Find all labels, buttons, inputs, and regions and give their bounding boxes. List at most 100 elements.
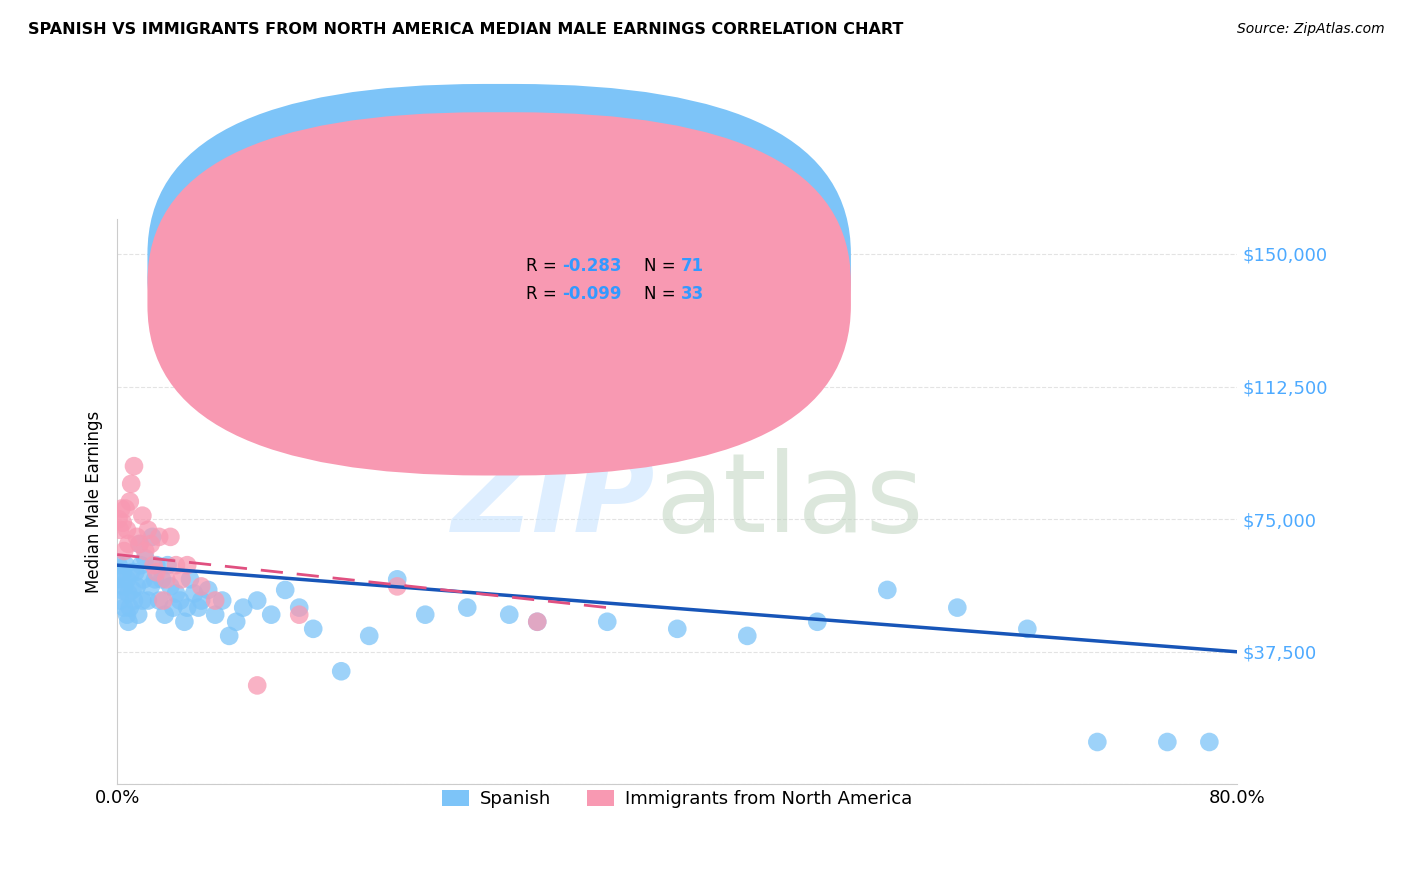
Point bbox=[302, 622, 325, 636]
Point bbox=[288, 600, 311, 615]
Point bbox=[115, 607, 138, 622]
Point bbox=[150, 572, 173, 586]
Point bbox=[134, 551, 156, 566]
Point bbox=[413, 607, 436, 622]
Point bbox=[179, 572, 201, 586]
Point bbox=[190, 579, 212, 593]
Point bbox=[152, 593, 174, 607]
FancyBboxPatch shape bbox=[470, 244, 745, 315]
Point bbox=[359, 629, 381, 643]
Point bbox=[107, 512, 129, 526]
Text: Source: ZipAtlas.com: Source: ZipAtlas.com bbox=[1237, 22, 1385, 37]
Point bbox=[139, 579, 162, 593]
Point bbox=[132, 572, 155, 586]
Text: N =: N = bbox=[644, 285, 681, 303]
Text: -0.099: -0.099 bbox=[562, 285, 621, 303]
Point bbox=[737, 629, 759, 643]
Point bbox=[127, 607, 149, 622]
Point bbox=[125, 530, 148, 544]
Point bbox=[156, 558, 179, 573]
Point bbox=[387, 579, 409, 593]
Point bbox=[136, 593, 159, 607]
Point bbox=[145, 558, 167, 573]
Point bbox=[112, 600, 135, 615]
Text: SPANISH VS IMMIGRANTS FROM NORTH AMERICA MEDIAN MALE EARNINGS CORRELATION CHART: SPANISH VS IMMIGRANTS FROM NORTH AMERICA… bbox=[28, 22, 904, 37]
Point bbox=[197, 582, 219, 597]
Point bbox=[288, 607, 311, 622]
Legend: Spanish, Immigrants from North America: Spanish, Immigrants from North America bbox=[434, 782, 920, 815]
Point bbox=[1017, 622, 1039, 636]
Point bbox=[115, 523, 138, 537]
Point bbox=[159, 530, 181, 544]
FancyBboxPatch shape bbox=[148, 112, 851, 475]
Point bbox=[128, 537, 150, 551]
Point bbox=[596, 615, 619, 629]
Text: ZIP: ZIP bbox=[451, 448, 655, 555]
Point bbox=[111, 566, 134, 580]
Point bbox=[142, 558, 165, 573]
Point bbox=[666, 622, 689, 636]
Point bbox=[111, 516, 134, 530]
Point bbox=[131, 593, 153, 607]
Point bbox=[173, 615, 195, 629]
Point bbox=[117, 586, 139, 600]
Point bbox=[946, 600, 969, 615]
Point bbox=[136, 523, 159, 537]
Point bbox=[162, 600, 184, 615]
Point bbox=[169, 593, 191, 607]
Point bbox=[107, 558, 129, 573]
Point bbox=[128, 537, 150, 551]
Point bbox=[1085, 735, 1108, 749]
Text: 33: 33 bbox=[681, 285, 704, 303]
Point bbox=[110, 501, 132, 516]
Point bbox=[498, 607, 520, 622]
Point bbox=[190, 593, 212, 607]
Point bbox=[125, 579, 148, 593]
Point bbox=[218, 629, 240, 643]
Point bbox=[121, 582, 143, 597]
Point bbox=[129, 558, 152, 573]
Point bbox=[176, 600, 198, 615]
Point bbox=[211, 593, 233, 607]
Point bbox=[274, 582, 297, 597]
Point bbox=[115, 572, 138, 586]
Point bbox=[108, 593, 131, 607]
Point bbox=[153, 607, 176, 622]
Point bbox=[225, 615, 247, 629]
Text: 71: 71 bbox=[681, 257, 704, 275]
Point bbox=[148, 530, 170, 544]
Point bbox=[218, 406, 240, 420]
Point bbox=[131, 508, 153, 523]
Point bbox=[120, 566, 142, 580]
Text: atlas: atlas bbox=[655, 448, 924, 555]
Point bbox=[165, 586, 187, 600]
Point bbox=[114, 501, 136, 516]
Point bbox=[112, 544, 135, 558]
Point bbox=[526, 615, 548, 629]
Point bbox=[118, 600, 141, 615]
Point bbox=[112, 579, 135, 593]
Point bbox=[159, 579, 181, 593]
Point bbox=[139, 537, 162, 551]
Point bbox=[232, 600, 254, 615]
Point bbox=[134, 544, 156, 558]
Text: N =: N = bbox=[644, 257, 681, 275]
Point bbox=[187, 600, 209, 615]
Text: R =: R = bbox=[526, 285, 562, 303]
Point bbox=[124, 566, 146, 580]
Point bbox=[204, 593, 226, 607]
FancyBboxPatch shape bbox=[148, 84, 851, 447]
Point bbox=[155, 572, 177, 586]
Point bbox=[108, 572, 131, 586]
Y-axis label: Median Male Earnings: Median Male Earnings bbox=[86, 410, 103, 592]
Point bbox=[330, 665, 353, 679]
Point bbox=[117, 615, 139, 629]
Point bbox=[114, 558, 136, 573]
Point bbox=[806, 615, 828, 629]
Point bbox=[876, 582, 898, 597]
Point bbox=[204, 607, 226, 622]
Text: R =: R = bbox=[526, 257, 562, 275]
Point bbox=[176, 558, 198, 573]
Point bbox=[117, 537, 139, 551]
Point bbox=[1198, 735, 1220, 749]
